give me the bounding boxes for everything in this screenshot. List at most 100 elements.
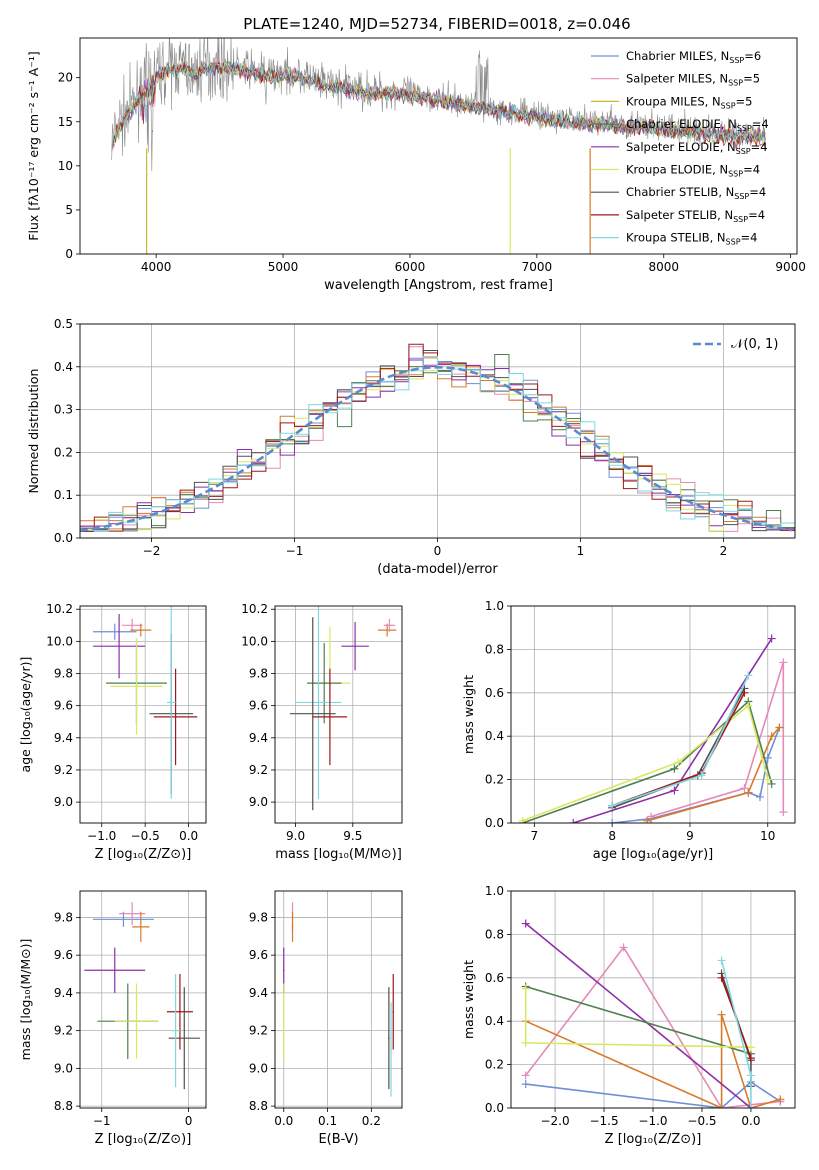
figure-title: PLATE=1240, MJD=52734, FIBERID=0018, z=0…: [243, 15, 630, 33]
y-tick-label: 1.0: [485, 599, 504, 613]
mass-weight-marker: [744, 671, 753, 680]
mass-weight-marker: [763, 775, 772, 784]
legend-entry: Kroupa STELIB, NSSP=4: [626, 231, 757, 247]
x-axis-label: age [log₁₀(age/yr)]: [593, 847, 714, 862]
x-tick-label: −0.5: [687, 1114, 716, 1128]
x-axis-label: (data-model)/error: [377, 562, 498, 577]
x-axis-label: Z [log₁₀(Z/Z⊙)]: [95, 1132, 192, 1147]
y-tick-label: 10.0: [241, 634, 268, 648]
y-tick-label: 1.0: [485, 884, 504, 898]
grid-age_z: [80, 606, 206, 823]
best-fit-point: [135, 1020, 138, 1022]
plot-area-mass_ebv: [282, 902, 395, 1097]
best-fit-point: [131, 624, 133, 627]
x-tick-label: 0.2: [362, 1114, 381, 1128]
best-fit-point: [317, 701, 320, 704]
y-tick-label: 0.6: [485, 971, 504, 985]
mass-weight-marker: [608, 819, 617, 823]
best-fit-point: [174, 716, 177, 718]
best-fit-point: [170, 701, 173, 704]
axes-frame: [274, 605, 403, 824]
y-tick-label: 0.8: [485, 642, 504, 656]
x-tick-label: 0: [185, 1114, 193, 1128]
plot-area-spectrum: [111, 38, 766, 254]
y-tick-label: 0.3: [54, 403, 73, 417]
panel-age_z: −1.0 −0.5 0.0 9.0 9.2 9.4 9.6 9.8 10.0 10.2 Z [log…: [18, 602, 207, 862]
plot-area-mw_age: [518, 634, 788, 823]
y-tick-label: 8.8: [249, 1099, 268, 1113]
mass-weight-marker: [670, 786, 679, 795]
plot-area-mw_z: [521, 919, 785, 1108]
legend-entry: Chabrier STELIB, NSSP=4: [626, 185, 766, 201]
best-fit-point: [311, 712, 314, 715]
x-tick-label: 1: [577, 544, 585, 558]
mass-weight-marker: [740, 688, 749, 697]
axes-frame: [79, 323, 796, 539]
y-tick-label: 9.2: [54, 1024, 73, 1038]
x-tick-label: 9: [686, 829, 694, 843]
best-fit-point: [291, 926, 294, 928]
y-tick-label: 0.4: [485, 1014, 504, 1028]
x-axis-label: E(B-V): [318, 1132, 358, 1147]
x-tick-label: 9000: [775, 260, 806, 274]
best-fit-point: [174, 1029, 177, 1032]
best-fit-point: [179, 1010, 181, 1013]
best-fit-point: [122, 918, 125, 921]
mass-weight-marker: [767, 634, 776, 643]
y-tick-label: 9.0: [54, 795, 73, 809]
panel-histogram: −2 −1 0 1 2 0.0 0.1 0.2 0.3 0.4 0.5 (data-model)/er…: [26, 317, 796, 577]
best-fit-point: [140, 629, 142, 631]
x-tick-label: 9.0: [286, 829, 305, 843]
y-tick-label: 0.5: [54, 317, 73, 331]
x-axis-label: mass [log₁₀(M/M⊙)]: [275, 847, 402, 862]
y-axis-label: Normed distribution: [26, 369, 41, 494]
panel-spectrum: 4000 5000 6000 7000 8000 9000 0 5 10 15 20 waveleng…: [26, 37, 806, 293]
mass-weight-line: [611, 692, 746, 807]
best-fit-point: [282, 1020, 285, 1022]
mass-weight-marker: [521, 919, 530, 928]
mass-weight-marker: [717, 956, 726, 965]
x-tick-label: −1.5: [589, 1114, 618, 1128]
y-tick-label: 9.6: [249, 948, 268, 962]
y-tick-label: 0.0: [485, 1101, 504, 1115]
best-fit-point: [131, 912, 133, 915]
best-fit-point: [388, 1037, 390, 1039]
mass-weight-line: [572, 638, 773, 823]
x-tick-label: 10: [760, 829, 775, 843]
y-tick-label: 9.4: [54, 986, 73, 1000]
plots: 4000 5000 6000 7000 8000 900005101520waveleng…: [18, 37, 806, 1147]
mass-weight-marker: [670, 764, 679, 773]
mass-weight-marker: [697, 771, 706, 780]
x-tick-label: 0: [434, 544, 442, 558]
x-tick-label: 8: [608, 829, 616, 843]
y-tick-label: 0.4: [54, 360, 73, 374]
y-axis-label: age [log₁₀(age/yr)]: [18, 657, 33, 773]
x-tick-label: −2.0: [540, 1114, 569, 1128]
residual-histogram-step: [80, 356, 795, 532]
mass-weight-line: [612, 727, 781, 823]
y-tick-label: 20: [58, 71, 73, 85]
y-axis-label: mass [log₁₀(M/M⊙)]: [18, 939, 33, 1061]
x-tick-label: 0.1: [318, 1114, 337, 1128]
y-tick-label: 0: [65, 247, 73, 261]
x-tick-label: 7: [531, 829, 539, 843]
x-tick-label: −1.0: [87, 829, 116, 843]
plot-area-age_mass: [289, 606, 397, 811]
y-tick-label: 9.0: [54, 1061, 73, 1075]
y-tick-label: 9.8: [249, 667, 268, 681]
mass-weight-marker: [608, 801, 617, 810]
mass-weight-marker: [746, 1054, 755, 1063]
mass-weight-line: [522, 700, 773, 823]
mass-weight-marker: [569, 819, 578, 823]
x-tick-label: −1: [286, 544, 304, 558]
grid-mass_z: [80, 891, 206, 1108]
mass-weight-marker: [776, 1095, 785, 1104]
y-tick-label: 10: [58, 159, 73, 173]
y-tick-label: 10.2: [241, 602, 268, 616]
best-fit-point: [390, 1048, 392, 1051]
plot-area-mass_z: [84, 902, 200, 1090]
best-fit-point: [118, 645, 120, 647]
y-tick-label: 9.6: [54, 948, 73, 962]
x-tick-label: −2: [143, 544, 161, 558]
